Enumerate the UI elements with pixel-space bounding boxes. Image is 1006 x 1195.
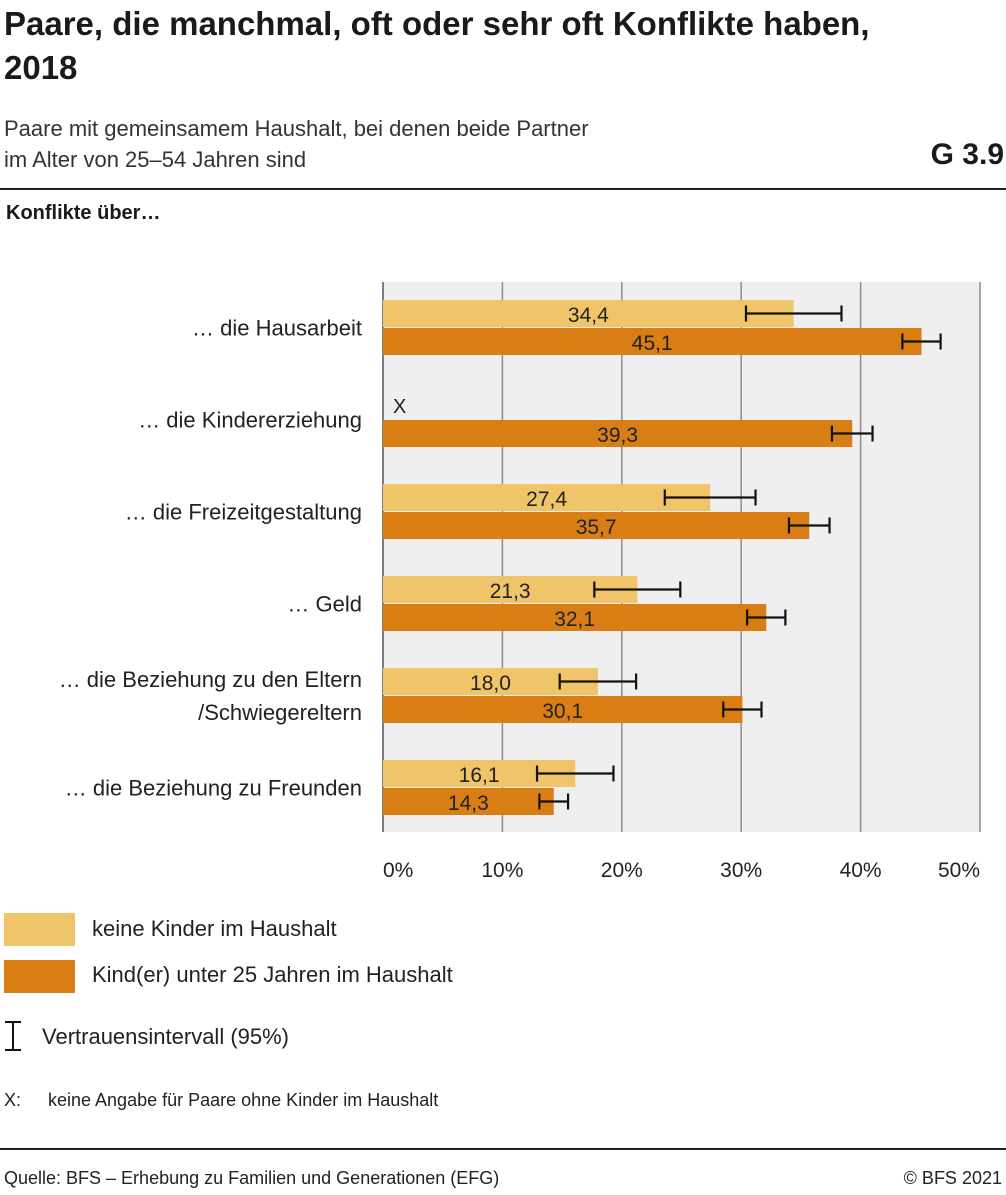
bar (383, 300, 794, 327)
chart-title: Paare, die manchmal, oft oder sehr oft K… (4, 5, 870, 86)
footer-divider (0, 1148, 1006, 1150)
note-text: keine Angabe für Paare ohne Kinder im Ha… (48, 1090, 439, 1110)
x-tick-label: 10% (481, 859, 523, 882)
x-tick-label: 50% (938, 859, 980, 882)
chart-subtitle: Paare mit gemeinsamem Haushalt, bei dene… (4, 113, 804, 175)
data-label: 27,4 (526, 488, 567, 511)
category-label: … die Hausarbeit (192, 316, 362, 341)
subtitle-line-1: Paare mit gemeinsamem Haushalt, bei dene… (4, 116, 589, 141)
note-key: X: (4, 1090, 22, 1110)
x-tick-label: 20% (601, 859, 643, 882)
x-tick-label: 30% (720, 859, 762, 882)
data-label: 35,7 (576, 516, 617, 539)
legend-label-children: Kind(er) unter 25 Jahren im Haushalt (92, 962, 453, 987)
x-tick-label: 40% (840, 859, 882, 882)
data-label: 14,3 (448, 792, 489, 815)
data-label: 32,1 (554, 608, 595, 631)
bar-chart: 0% 10% 20% 30% 40% 50% … die Hausarbeit 34,4 45,… (59, 282, 981, 882)
section-label: Konflikte über… (6, 202, 161, 224)
category-label: … Geld (287, 592, 362, 617)
subtitle-line-2: im Alter von 25–54 Jahren sind (4, 147, 307, 172)
bar (383, 696, 743, 723)
bar (383, 604, 767, 631)
category-label: … die Beziehung zu den Eltern (59, 667, 362, 692)
legend-swatch-no-children (4, 913, 75, 946)
category-label: … die Freizeitgestaltung (125, 500, 362, 525)
bar (383, 420, 853, 447)
plot-area (383, 282, 980, 832)
legend-swatch-children (4, 960, 75, 993)
data-label: 18,0 (470, 672, 511, 695)
data-label: 34,4 (568, 304, 609, 327)
confidence-interval-icon (5, 1021, 21, 1051)
data-label: 16,1 (459, 764, 500, 787)
data-label: 30,1 (542, 700, 583, 723)
missing-value-marker: X (393, 396, 406, 418)
data-label: 21,3 (490, 580, 531, 603)
legend-label-ci: Vertrauensintervall (95%) (42, 1024, 290, 1049)
bar (383, 484, 711, 511)
header-divider (0, 188, 1006, 190)
category-label: … die Kindererziehung (138, 408, 362, 433)
bar (383, 328, 922, 355)
legend-label-no-children: keine Kinder im Haushalt (92, 916, 337, 941)
bar (383, 788, 554, 815)
data-label: 39,3 (597, 424, 638, 447)
bar (383, 512, 810, 539)
category-label: /Schwiegereltern (198, 700, 362, 725)
category-label: … die Beziehung zu Freunden (65, 776, 362, 801)
source-text: Quelle: BFS – Erhebung zu Familien und G… (4, 1168, 500, 1188)
copyright-text: © BFS 2021 (903, 1168, 1002, 1188)
data-label: 45,1 (632, 332, 673, 355)
x-tick-label: 0% (383, 859, 413, 882)
graphic-number: G 3.9 (930, 138, 1004, 171)
